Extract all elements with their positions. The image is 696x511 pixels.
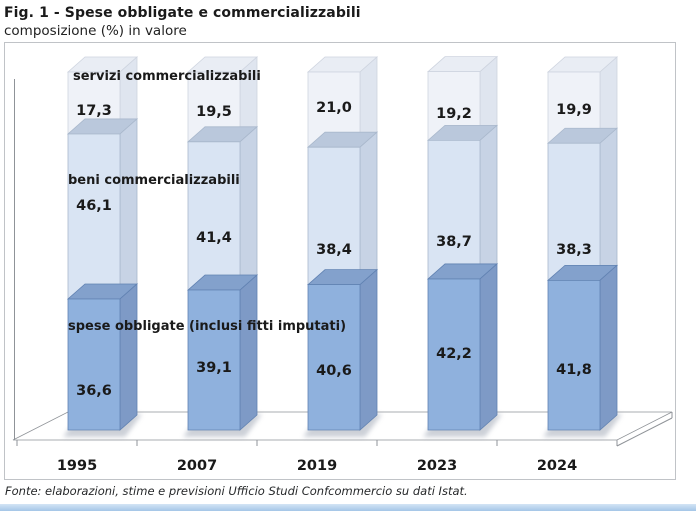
segment-front-face <box>307 284 361 431</box>
value-label: 46,1 <box>76 198 112 214</box>
floor-edge-bottom <box>616 417 673 447</box>
series-name-label: beni commercializzabili <box>68 173 240 188</box>
year-label: 1995 <box>57 458 97 474</box>
segment-front-face <box>427 139 481 280</box>
segment-side-face <box>119 118 138 300</box>
segment-side-face <box>359 268 378 431</box>
year-label: 2024 <box>537 458 577 474</box>
segment-side-face <box>239 274 258 431</box>
series-name-label: spese obbligate (inclusi fitti imputati) <box>68 319 346 334</box>
segment-side-face <box>359 131 378 286</box>
value-label: 39,1 <box>196 360 232 376</box>
bar-group-2007 <box>183 56 262 437</box>
value-label: 17,3 <box>76 103 112 119</box>
bar-group-1995 <box>63 56 142 437</box>
segment-front-face <box>187 289 241 431</box>
segment-front-face <box>187 141 241 291</box>
bar-group-2019 <box>303 56 382 437</box>
value-label: 38,3 <box>556 242 592 258</box>
bar-group-2023 <box>423 55 502 437</box>
segment-side-face <box>479 124 498 280</box>
segment-front-face <box>67 133 121 300</box>
segment-front-face <box>307 146 361 286</box>
value-label: 19,9 <box>556 102 592 118</box>
value-label: 36,6 <box>76 383 112 399</box>
segment-side-face <box>479 263 498 431</box>
segment-front-face <box>547 279 601 431</box>
chart-area: 36,6 46,1 17,3 1995 39,1 41,4 19,5 2007 40,6 38,4… <box>4 42 676 480</box>
bottom-strip <box>0 504 696 511</box>
stacked-bar-chart-3d: 36,6 46,1 17,3 1995 39,1 41,4 19,5 2007 40,6 38,4… <box>12 55 673 474</box>
figure-title: Fig. 1 - Spese obbligate e commercializz… <box>4 5 361 21</box>
value-label: 38,7 <box>436 234 472 250</box>
segment-front-face <box>547 142 601 281</box>
segment-front-face <box>67 298 121 431</box>
segment-front-face <box>427 278 481 431</box>
segment-side-face <box>119 283 138 431</box>
value-label: 41,8 <box>556 362 592 378</box>
value-label: 19,2 <box>436 106 472 122</box>
year-label: 2007 <box>177 458 217 474</box>
year-label: 2023 <box>417 458 457 474</box>
segment-side-face <box>599 127 618 282</box>
year-label: 2019 <box>297 458 337 474</box>
segment-side-face <box>239 125 258 291</box>
figure-subtitle: composizione (%) in valore <box>4 23 187 39</box>
value-label: 21,0 <box>316 100 352 116</box>
value-label: 42,2 <box>436 346 472 362</box>
value-label: 19,5 <box>196 104 232 120</box>
bar-group-2024 <box>543 56 622 437</box>
segment-side-face <box>599 264 618 431</box>
value-label: 40,6 <box>316 363 352 379</box>
series-name-label: servizi commercializzabili <box>73 69 261 84</box>
source-note: Fonte: elaborazioni, stime e previsioni … <box>5 484 468 498</box>
value-label: 38,4 <box>316 242 352 258</box>
value-label: 41,4 <box>196 230 232 246</box>
